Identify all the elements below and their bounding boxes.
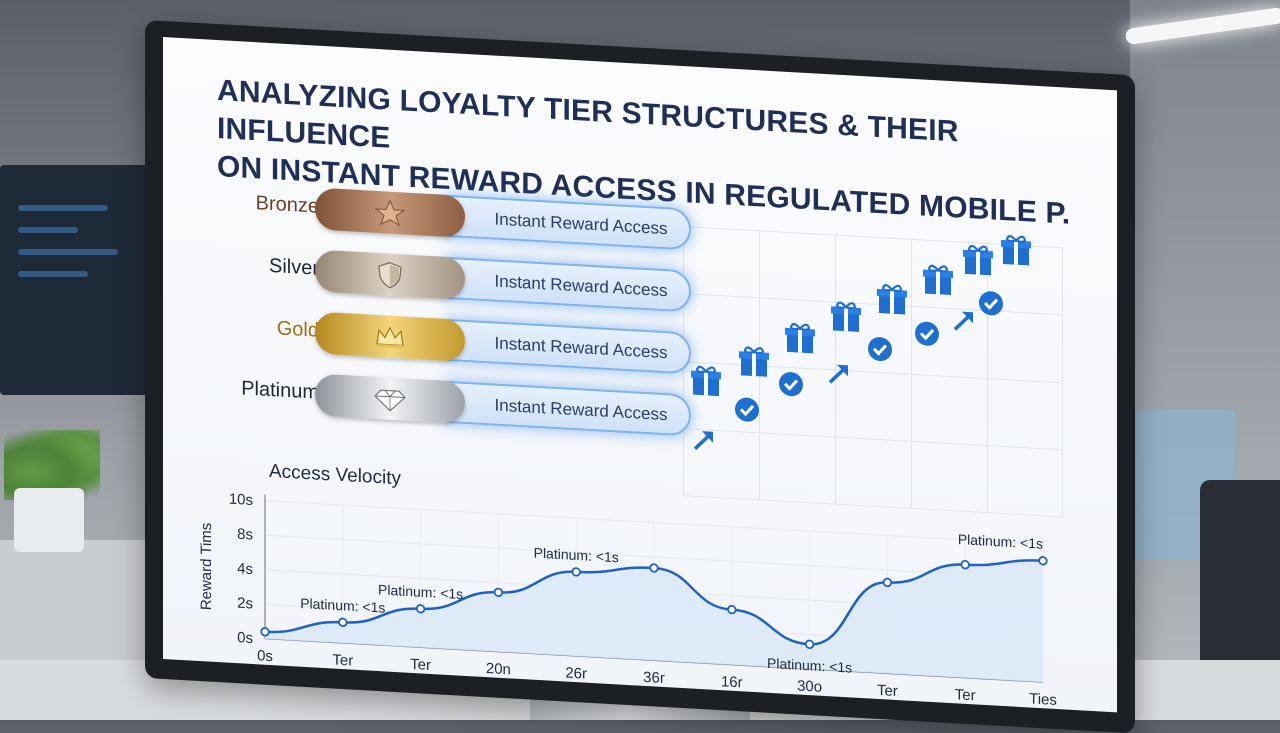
data-point (649, 563, 659, 573)
check-icon (913, 319, 941, 348)
check-icon (977, 289, 1005, 318)
reward-icons (689, 234, 1033, 452)
y-tick-label: 8s (237, 526, 253, 544)
gift-icon (829, 300, 863, 334)
monitor: ANALYZING LOYALTY TIER STRUCTURES & THEI… (145, 20, 1135, 733)
diamond-icon (374, 389, 406, 412)
y-tick-label: 10s (229, 491, 253, 509)
data-point (1038, 556, 1048, 566)
title-line-1: ANALYZING LOYALTY TIER STRUCTURES & THEI… (217, 74, 959, 155)
y-tick-label: 4s (237, 560, 253, 578)
star-icon (374, 199, 406, 227)
reward-access-gold: Instant Reward Access (445, 318, 691, 375)
y-tick-label: 0s (237, 629, 253, 647)
gift-icon (961, 244, 995, 277)
monitor-screen: ANALYZING LOYALTY TIER STRUCTURES & THEI… (163, 37, 1117, 713)
x-tick-label: Ter (955, 686, 976, 704)
data-point (804, 639, 815, 650)
chart-annotation: Platinum: <1s (958, 531, 1043, 552)
tier-pill-gold (315, 311, 465, 362)
arrow-icon (828, 362, 850, 386)
chart-points (260, 556, 1048, 650)
x-tick-label: Ter (332, 651, 353, 669)
data-point (493, 587, 504, 598)
x-tick-label: 26r (565, 665, 587, 683)
chart-series-line (264, 559, 1044, 646)
data-point (727, 604, 737, 615)
gift-icon (737, 345, 771, 378)
arrow-icon (953, 309, 975, 333)
chart-annotation: Platinum: <1s (300, 595, 385, 616)
x-tick-label: 16r (721, 673, 743, 691)
gift-icon (875, 283, 909, 316)
reward-access-silver: Instant Reward Access (445, 256, 691, 313)
y-axis-label: Reward Tims (198, 522, 215, 610)
data-point (960, 559, 970, 570)
crown-icon (376, 326, 404, 349)
y-tick-label: 2s (237, 595, 253, 613)
tier-pill-platinum (315, 373, 465, 424)
reward-access-platinum: Instant Reward Access (445, 380, 691, 437)
x-tick-label: Ter (877, 682, 898, 700)
x-tick-label: 20n (486, 660, 511, 678)
y-tick-labels: 10s 8s 4s 2s 0s (229, 491, 253, 647)
data-point (338, 617, 348, 628)
tier-label-bronze: Bronze (255, 192, 319, 218)
check-icon (777, 369, 805, 399)
tier-pill-bronze (315, 187, 465, 238)
gift-icon (689, 365, 723, 398)
tier-label-platinum: Platinum (241, 377, 319, 404)
gift-icon (783, 322, 817, 355)
chart-annotation: Platinum: <1s (378, 581, 463, 602)
x-tick-label: 36r (643, 669, 665, 687)
data-point (260, 627, 270, 637)
data-point (415, 604, 426, 614)
access-velocity-chart: 10s 8s 4s 2s 0s 0s Ter Ter 20n 26r 36r 16r 30o Ter Te… (198, 491, 1057, 708)
check-icon (866, 334, 894, 364)
check-icon (733, 395, 761, 424)
x-tick-label: 0s (257, 647, 273, 665)
tier-label-silver: Silver (268, 254, 319, 280)
x-tick-label: Ties (1029, 690, 1057, 707)
shield-icon (378, 262, 402, 289)
arrow-icon (693, 428, 715, 452)
background-monitor (0, 165, 150, 395)
x-tick-label: 30o (797, 677, 822, 695)
chart-area-fill (265, 560, 1043, 683)
gift-icon (921, 264, 955, 297)
chart-annotation: Platinum: <1s (534, 545, 619, 566)
plant-pot (14, 488, 84, 552)
data-point (571, 567, 581, 577)
tier-pill-silver (315, 249, 465, 300)
chart-annotation: Platinum: <1s (767, 655, 852, 676)
gift-icon (999, 234, 1033, 267)
data-point (882, 577, 893, 588)
tier-label-gold: Gold (276, 317, 319, 342)
x-tick-label: Ter (410, 656, 431, 674)
x-tick-labels: 0s Ter Ter 20n 26r 36r 16r 30o Ter Ter Ties (257, 647, 1057, 708)
